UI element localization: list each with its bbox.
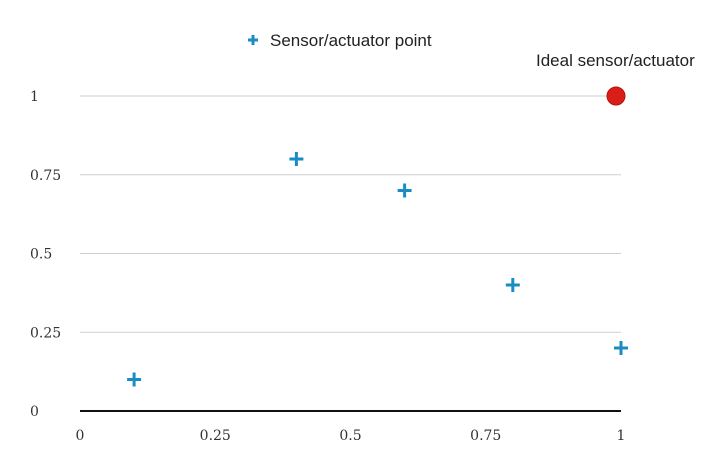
ideal-point-marker — [606, 86, 626, 106]
x-tick-label: 0.75 — [470, 428, 501, 444]
y-tick-label: 1 — [30, 89, 39, 105]
y-tick-label: 0.25 — [30, 325, 61, 341]
data-point-plus — [505, 278, 520, 292]
legend-plus-marker — [248, 35, 258, 45]
y-tick-label: 0 — [30, 404, 39, 420]
data-point-plus — [127, 372, 142, 387]
data-points — [127, 152, 628, 387]
legend: Sensor/actuator point — [248, 31, 432, 50]
data-point-plus — [614, 341, 628, 355]
y-tick-label: 0.75 — [30, 168, 61, 184]
x-tick-label: 0 — [76, 428, 85, 444]
data-point-plus — [397, 183, 412, 198]
tick-labels: 0 0.25 0.5 0.75 1 0 0.25 0.5 0.75 1 — [30, 89, 625, 444]
data-point-plus — [289, 152, 304, 166]
ideal-point-label: Ideal sensor/actuator — [536, 51, 695, 70]
legend-label: Sensor/actuator point — [270, 31, 432, 50]
y-tick-label: 0.5 — [30, 247, 52, 263]
x-tick-label: 1 — [617, 428, 626, 444]
grid-layer — [80, 95, 621, 333]
x-tick-label: 0.25 — [200, 428, 231, 444]
legend-plus-icon — [248, 35, 258, 45]
annotation-layer: Ideal sensor/actuator — [536, 51, 695, 106]
x-tick-label: 0.5 — [339, 428, 361, 444]
